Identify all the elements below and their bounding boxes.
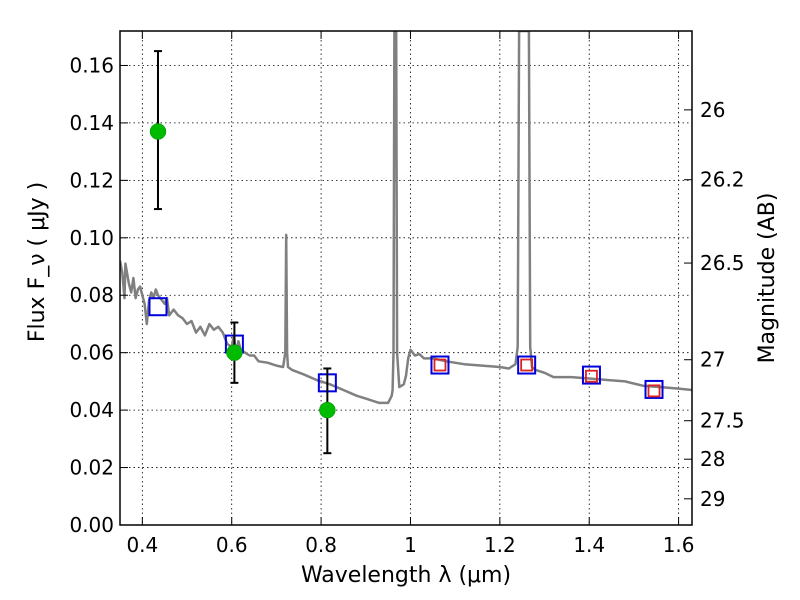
x-tick-label: 1.4 xyxy=(573,533,605,557)
x-tick-label: 0.8 xyxy=(305,533,337,557)
model-square-red xyxy=(585,369,598,383)
y2-tick-label: 26.2 xyxy=(700,168,745,192)
y2-tick-label: 28 xyxy=(700,447,725,471)
y2-axis-label: Magnitude (AB) xyxy=(755,193,780,364)
y-tick-label: 0.04 xyxy=(69,398,114,422)
grid-lines xyxy=(120,31,692,526)
model-square-blue xyxy=(644,379,664,399)
y2-tick-label: 26.5 xyxy=(700,251,745,275)
y2-tick-label: 27 xyxy=(700,348,725,372)
model-square-blue xyxy=(581,365,601,385)
x-tick-label: 0.4 xyxy=(126,533,158,557)
observed-point xyxy=(226,344,243,361)
model-square-red xyxy=(520,358,534,372)
x-tick-label: 1.6 xyxy=(663,533,695,557)
model-square-blue xyxy=(148,297,168,317)
y2-tick-label: 29 xyxy=(700,487,725,511)
y-tick-label: 0.14 xyxy=(69,111,114,135)
y-tick-label: 0.08 xyxy=(69,283,114,307)
axis-ticks: 0.4 0.6 0.8 1 1.2 1.4 1.6 0.00 0.02 0.04 0.06 0.08 0… xyxy=(69,31,745,557)
sed-model-line xyxy=(120,31,692,405)
x-tick-label: 1.2 xyxy=(484,533,516,557)
y-tick-label: 0.00 xyxy=(69,513,114,537)
y-tick-label: 0.16 xyxy=(69,53,114,77)
plot-frame xyxy=(119,30,693,526)
y-tick-label: 0.12 xyxy=(69,168,114,192)
y2-tick-label: 26 xyxy=(700,98,725,122)
x-tick-label: 0.6 xyxy=(216,533,248,557)
observed-point xyxy=(319,401,336,419)
y2-tick-label: 27.5 xyxy=(700,409,745,433)
y-axis-label: Flux F_ν ( μJy ) xyxy=(25,182,50,342)
model-square-red xyxy=(433,358,447,372)
observed-point xyxy=(149,123,167,140)
y-tick-label: 0.02 xyxy=(69,456,114,480)
y-tick-label: 0.10 xyxy=(69,226,114,250)
plot-area xyxy=(120,31,692,455)
x-tick-label: 1 xyxy=(404,533,417,557)
model-square-blue xyxy=(430,355,450,375)
model-square-blue xyxy=(517,355,537,375)
y-tick-label: 0.06 xyxy=(69,341,114,365)
x-axis-label: Wavelength λ (μm) xyxy=(301,563,511,588)
model-square-red xyxy=(647,384,661,398)
